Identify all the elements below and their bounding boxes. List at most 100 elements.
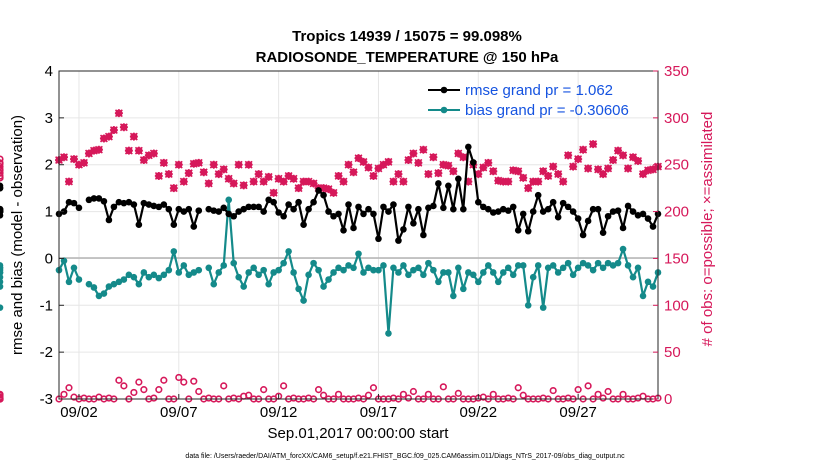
bias-point xyxy=(255,271,262,279)
rmse-point xyxy=(170,221,178,228)
rmse-point xyxy=(614,207,622,214)
obs-possible-marker xyxy=(0,172,4,180)
bias-point xyxy=(120,276,128,283)
rmse-point xyxy=(529,208,537,215)
bias-point xyxy=(245,269,252,276)
rmse-point xyxy=(85,196,93,204)
rmse-point xyxy=(190,223,198,230)
obs-assimilated-marker xyxy=(419,145,428,154)
obs-assimilated-marker xyxy=(84,149,93,158)
obs-assimilated-marker xyxy=(639,170,648,179)
obs-possible-marker xyxy=(60,390,68,398)
legend: rmse grand pr = 1.062 bias grand pr = -0… xyxy=(428,82,629,119)
bias-point xyxy=(180,262,188,269)
obs-possible-marker xyxy=(120,382,128,390)
rmse-point xyxy=(215,208,223,215)
bias-point xyxy=(225,196,233,204)
rmse-point xyxy=(460,205,467,213)
bias-point xyxy=(450,292,457,300)
bias-point xyxy=(499,269,507,276)
obs-possible-marker xyxy=(574,386,582,394)
obs-assimilated-marker xyxy=(449,167,458,176)
bias-point xyxy=(370,266,377,274)
bias-point xyxy=(310,259,317,267)
obs-assimilated-marker xyxy=(389,177,398,186)
bias-point xyxy=(335,264,342,272)
obs-possible-marker xyxy=(599,394,607,402)
bias-point xyxy=(614,259,622,267)
obs-assimilated-marker xyxy=(209,160,218,169)
rmse-point xyxy=(210,207,218,214)
obs-possible-marker xyxy=(0,169,4,177)
bias-point xyxy=(584,262,592,269)
rmse-point xyxy=(574,215,582,222)
bias-point xyxy=(569,271,577,279)
bias-point xyxy=(420,271,427,279)
obs-possible-marker xyxy=(175,373,183,382)
bias-point xyxy=(195,266,203,274)
bias-point xyxy=(460,285,467,293)
obs-possible-marker xyxy=(314,386,323,394)
rmse-point xyxy=(559,199,567,207)
bias-point xyxy=(599,264,607,272)
obs-assimilated-marker xyxy=(459,153,468,162)
rmse-point xyxy=(390,201,397,208)
bias-point xyxy=(435,278,442,286)
rmse-point xyxy=(549,198,557,206)
obs-assimilated-marker xyxy=(104,132,113,141)
rmse-point xyxy=(195,207,203,214)
y-tick-label: 0 xyxy=(45,250,53,267)
rmse-point xyxy=(609,208,617,215)
obs-assimilated-marker xyxy=(59,153,68,162)
rmse-point xyxy=(275,209,282,216)
bias-point xyxy=(130,273,138,281)
obs-assimilated-marker xyxy=(589,140,598,149)
obs-assimilated-marker xyxy=(99,134,108,143)
bias-point xyxy=(400,262,407,269)
x-tick-label: 09/17 xyxy=(360,404,398,421)
obs-assimilated-marker xyxy=(479,163,488,172)
rmse-point xyxy=(320,191,327,199)
obs-assimilated-marker xyxy=(74,160,83,169)
bias-point xyxy=(300,297,307,304)
bias-point xyxy=(430,266,437,274)
rmse-point xyxy=(425,204,432,212)
y-tick-label: -1 xyxy=(40,297,53,314)
rmse-point xyxy=(185,205,193,213)
obs-possible-marker xyxy=(319,391,328,399)
obs-assimilated-marker xyxy=(454,149,463,158)
bias-point xyxy=(185,271,193,279)
rmse-point xyxy=(629,208,637,215)
bias-point xyxy=(160,271,168,279)
bias-point xyxy=(155,274,163,282)
bias-point xyxy=(619,245,627,253)
rmse-point xyxy=(504,207,512,214)
rmse-point xyxy=(165,205,173,213)
bias-point xyxy=(579,259,587,267)
obs-assimilated-marker xyxy=(514,167,523,176)
y-right-tick-label: 50 xyxy=(664,344,681,361)
rmse-point xyxy=(310,198,317,206)
rmse-point xyxy=(95,195,103,202)
y-axis-left: 4 3 2 1 0 -1 -2 -3 xyxy=(40,63,64,408)
x-tick-label: 09/22 xyxy=(460,404,498,421)
obs-assimilated-marker xyxy=(339,177,348,186)
obs-assimilated-marker xyxy=(584,164,593,173)
obs-assimilated-marker xyxy=(319,184,328,193)
rmse-point xyxy=(120,199,128,207)
bias-point xyxy=(280,259,287,267)
rmse-point xyxy=(489,209,497,216)
bias-point xyxy=(340,266,347,274)
legend-bias-label: bias grand pr = -0.30606 xyxy=(465,102,629,119)
obs-assimilated-marker xyxy=(229,179,238,188)
bias-point xyxy=(410,266,417,274)
rmse-point xyxy=(584,217,592,225)
rmse-point xyxy=(355,203,362,211)
rmse-point xyxy=(509,203,517,211)
obs-possible-marker xyxy=(180,378,188,386)
bias-point xyxy=(220,262,228,269)
obs-assimilated-marker xyxy=(334,171,343,180)
bias-point xyxy=(589,266,597,274)
obs-assimilated-marker xyxy=(199,168,208,177)
